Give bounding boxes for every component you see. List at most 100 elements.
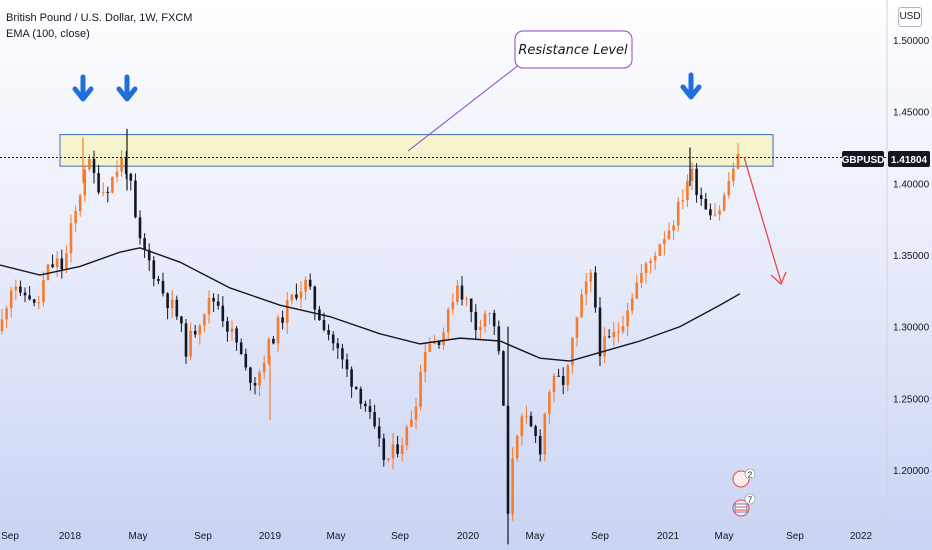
candle-body <box>446 309 450 333</box>
candle-body <box>55 258 59 268</box>
candle-body <box>97 173 100 193</box>
candle-body <box>290 294 294 301</box>
candle-body <box>111 176 114 193</box>
candle-body <box>492 312 496 327</box>
candle-body <box>525 415 528 417</box>
candle-body <box>672 225 675 231</box>
candle-body <box>617 331 620 333</box>
candle-body <box>676 201 680 226</box>
candle-body <box>451 301 455 310</box>
candle-body <box>129 173 133 181</box>
candle-body <box>180 316 183 324</box>
candle-body <box>304 279 307 292</box>
candle-body <box>331 334 335 344</box>
price-axis[interactable]: 1.50000 1.45000 1.40000 1.35000 1.30000 1.250… <box>893 36 930 477</box>
candle-body <box>704 198 708 210</box>
y-tick-label: 1.40000 <box>893 179 930 190</box>
flag-icon <box>734 503 748 513</box>
events-count-2: 7 <box>748 496 753 505</box>
candle-body <box>663 239 666 245</box>
candle-body <box>727 180 731 196</box>
arrow-down-icon <box>680 72 702 100</box>
candle-body <box>42 279 45 303</box>
candle-body <box>170 299 174 309</box>
candles-layer <box>0 128 740 545</box>
x-tick-label: Sep <box>391 531 409 542</box>
candle-body <box>193 330 197 335</box>
candle-body <box>621 326 625 332</box>
chart-title[interactable]: British Pound / U.S. Dollar, 1W, FXCM <box>6 12 193 24</box>
x-tick-label: May <box>327 531 346 542</box>
candle-body <box>566 365 570 385</box>
candle-body <box>46 264 50 280</box>
x-tick-label: May <box>715 531 734 542</box>
indicator-label[interactable]: EMA (100, close) <box>6 28 90 40</box>
candle-body <box>345 359 349 370</box>
candle-body <box>460 285 464 300</box>
candle-body <box>423 351 427 372</box>
candle-body <box>405 426 409 446</box>
arrow-down-icon <box>116 74 138 102</box>
candle-body <box>718 210 721 215</box>
candle-body <box>235 328 238 343</box>
candle-body <box>207 297 211 315</box>
candle-body <box>92 158 96 174</box>
candle-body <box>400 445 404 454</box>
candle-body <box>9 290 13 309</box>
x-tick-label: Sep <box>194 531 212 542</box>
y-tick-label: 1.25000 <box>893 394 930 405</box>
candle-body <box>469 298 473 312</box>
time-axis[interactable]: Sep 2018 May Sep 2019 May Sep 2020 May Sep 2021 May… <box>1 531 872 542</box>
candle-body <box>681 200 685 202</box>
candle-body <box>327 330 330 335</box>
candle-body <box>465 298 468 300</box>
candle-body <box>37 302 41 304</box>
candle-body <box>515 435 519 459</box>
x-tick-label: Sep <box>1 531 19 542</box>
candle-body <box>520 416 524 436</box>
candle-body <box>106 191 110 193</box>
candle-body <box>575 317 579 338</box>
candle-body <box>157 278 160 281</box>
candle-body <box>488 312 491 314</box>
y-tick-label: 1.45000 <box>893 108 930 119</box>
x-tick-label: Sep <box>591 531 609 542</box>
candle-body <box>419 371 422 407</box>
x-tick-label: 2020 <box>457 531 480 542</box>
events-badge[interactable]: 2 7 <box>732 468 756 517</box>
projection-arrow <box>743 156 787 286</box>
candle-body <box>60 258 64 270</box>
candle-body <box>65 253 68 270</box>
y-tick-label: 1.20000 <box>893 466 930 477</box>
ema-line <box>0 247 741 362</box>
candle-body <box>350 369 353 387</box>
candle-body <box>635 282 639 299</box>
candle-body <box>272 338 275 344</box>
candle-body <box>667 230 671 240</box>
x-tick-label: 2021 <box>657 531 680 542</box>
candle-body <box>230 328 234 332</box>
price-tag-symbol: GBPUSD <box>842 155 885 166</box>
candle-body <box>281 317 284 323</box>
callout-box[interactable] <box>514 30 633 69</box>
candle-body <box>548 392 551 414</box>
candle-body <box>364 403 367 407</box>
candle-body <box>308 279 312 287</box>
candle-body <box>391 444 395 459</box>
candle-body <box>74 211 77 224</box>
candle-body <box>497 326 501 352</box>
candle-body <box>502 351 505 406</box>
candle-body <box>249 367 252 383</box>
candle-body <box>437 341 441 346</box>
candle-body <box>253 382 257 386</box>
candle-body <box>262 363 266 373</box>
candle-body <box>474 311 478 331</box>
candle-body <box>479 326 482 331</box>
candle-body <box>0 319 4 331</box>
currency-button[interactable]: USD <box>898 7 922 27</box>
callout-text: Resistance Level <box>518 43 628 58</box>
candle-body <box>198 325 202 335</box>
candle-body <box>713 214 717 216</box>
candle-body <box>258 372 261 386</box>
